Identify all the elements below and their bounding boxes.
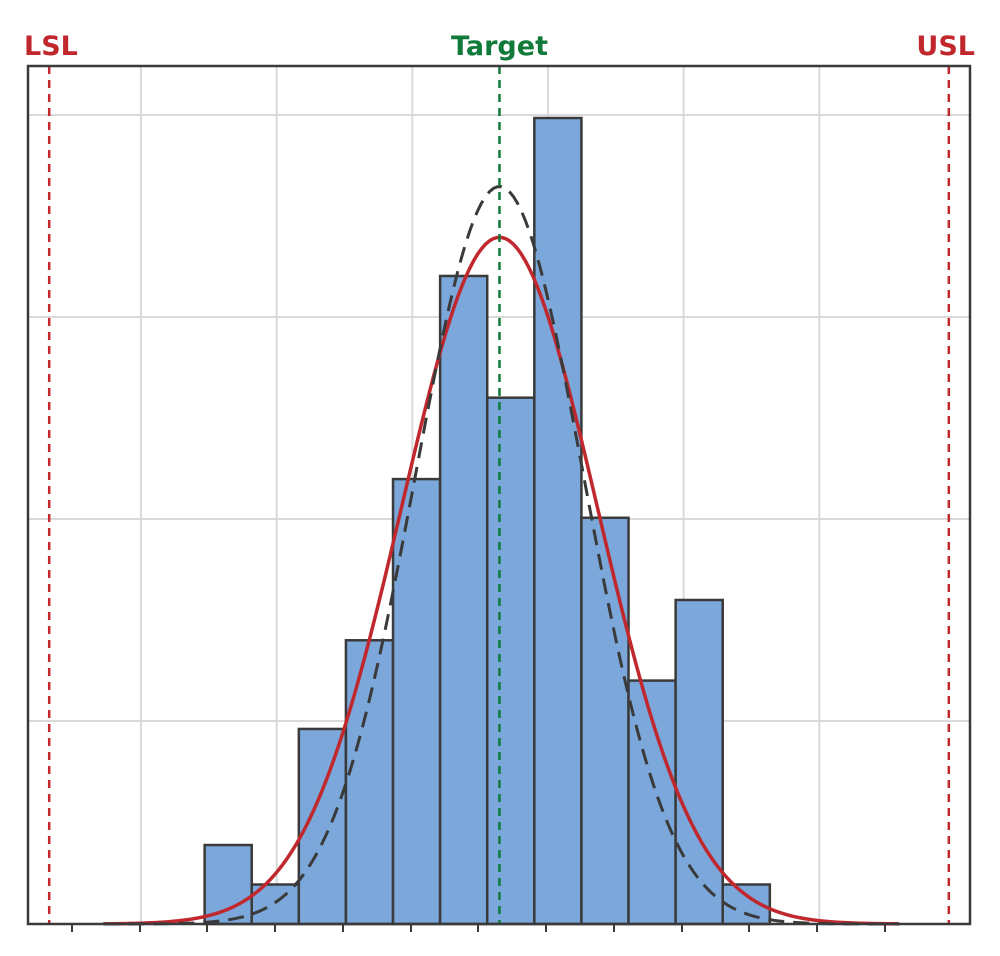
- histogram-bars: [203, 116, 772, 926]
- target-label: Target: [451, 31, 548, 62]
- fit-curves: [103, 185, 900, 926]
- histogram-bar-3: [344, 639, 395, 926]
- x-axis-ticks: [71, 924, 886, 932]
- histogram-bar-5: [438, 274, 489, 926]
- histogram-bar-10: [674, 598, 724, 926]
- histogram-bar-4: [391, 477, 442, 926]
- usl-label: USL: [916, 31, 975, 62]
- histogram-bar-7: [533, 116, 583, 926]
- fit-curve-dashed: [103, 185, 900, 926]
- histogram-bar-6: [485, 396, 536, 926]
- histogram-bar-8: [580, 516, 630, 926]
- fit-curve-solid: [103, 235, 900, 926]
- histogram-bar-0: [203, 843, 253, 926]
- plot-frame: [26, 64, 972, 926]
- spec-labels: LSL Target USL: [24, 31, 975, 62]
- spec-limit-lines: [47, 66, 951, 924]
- lsl-label: LSL: [24, 31, 78, 62]
